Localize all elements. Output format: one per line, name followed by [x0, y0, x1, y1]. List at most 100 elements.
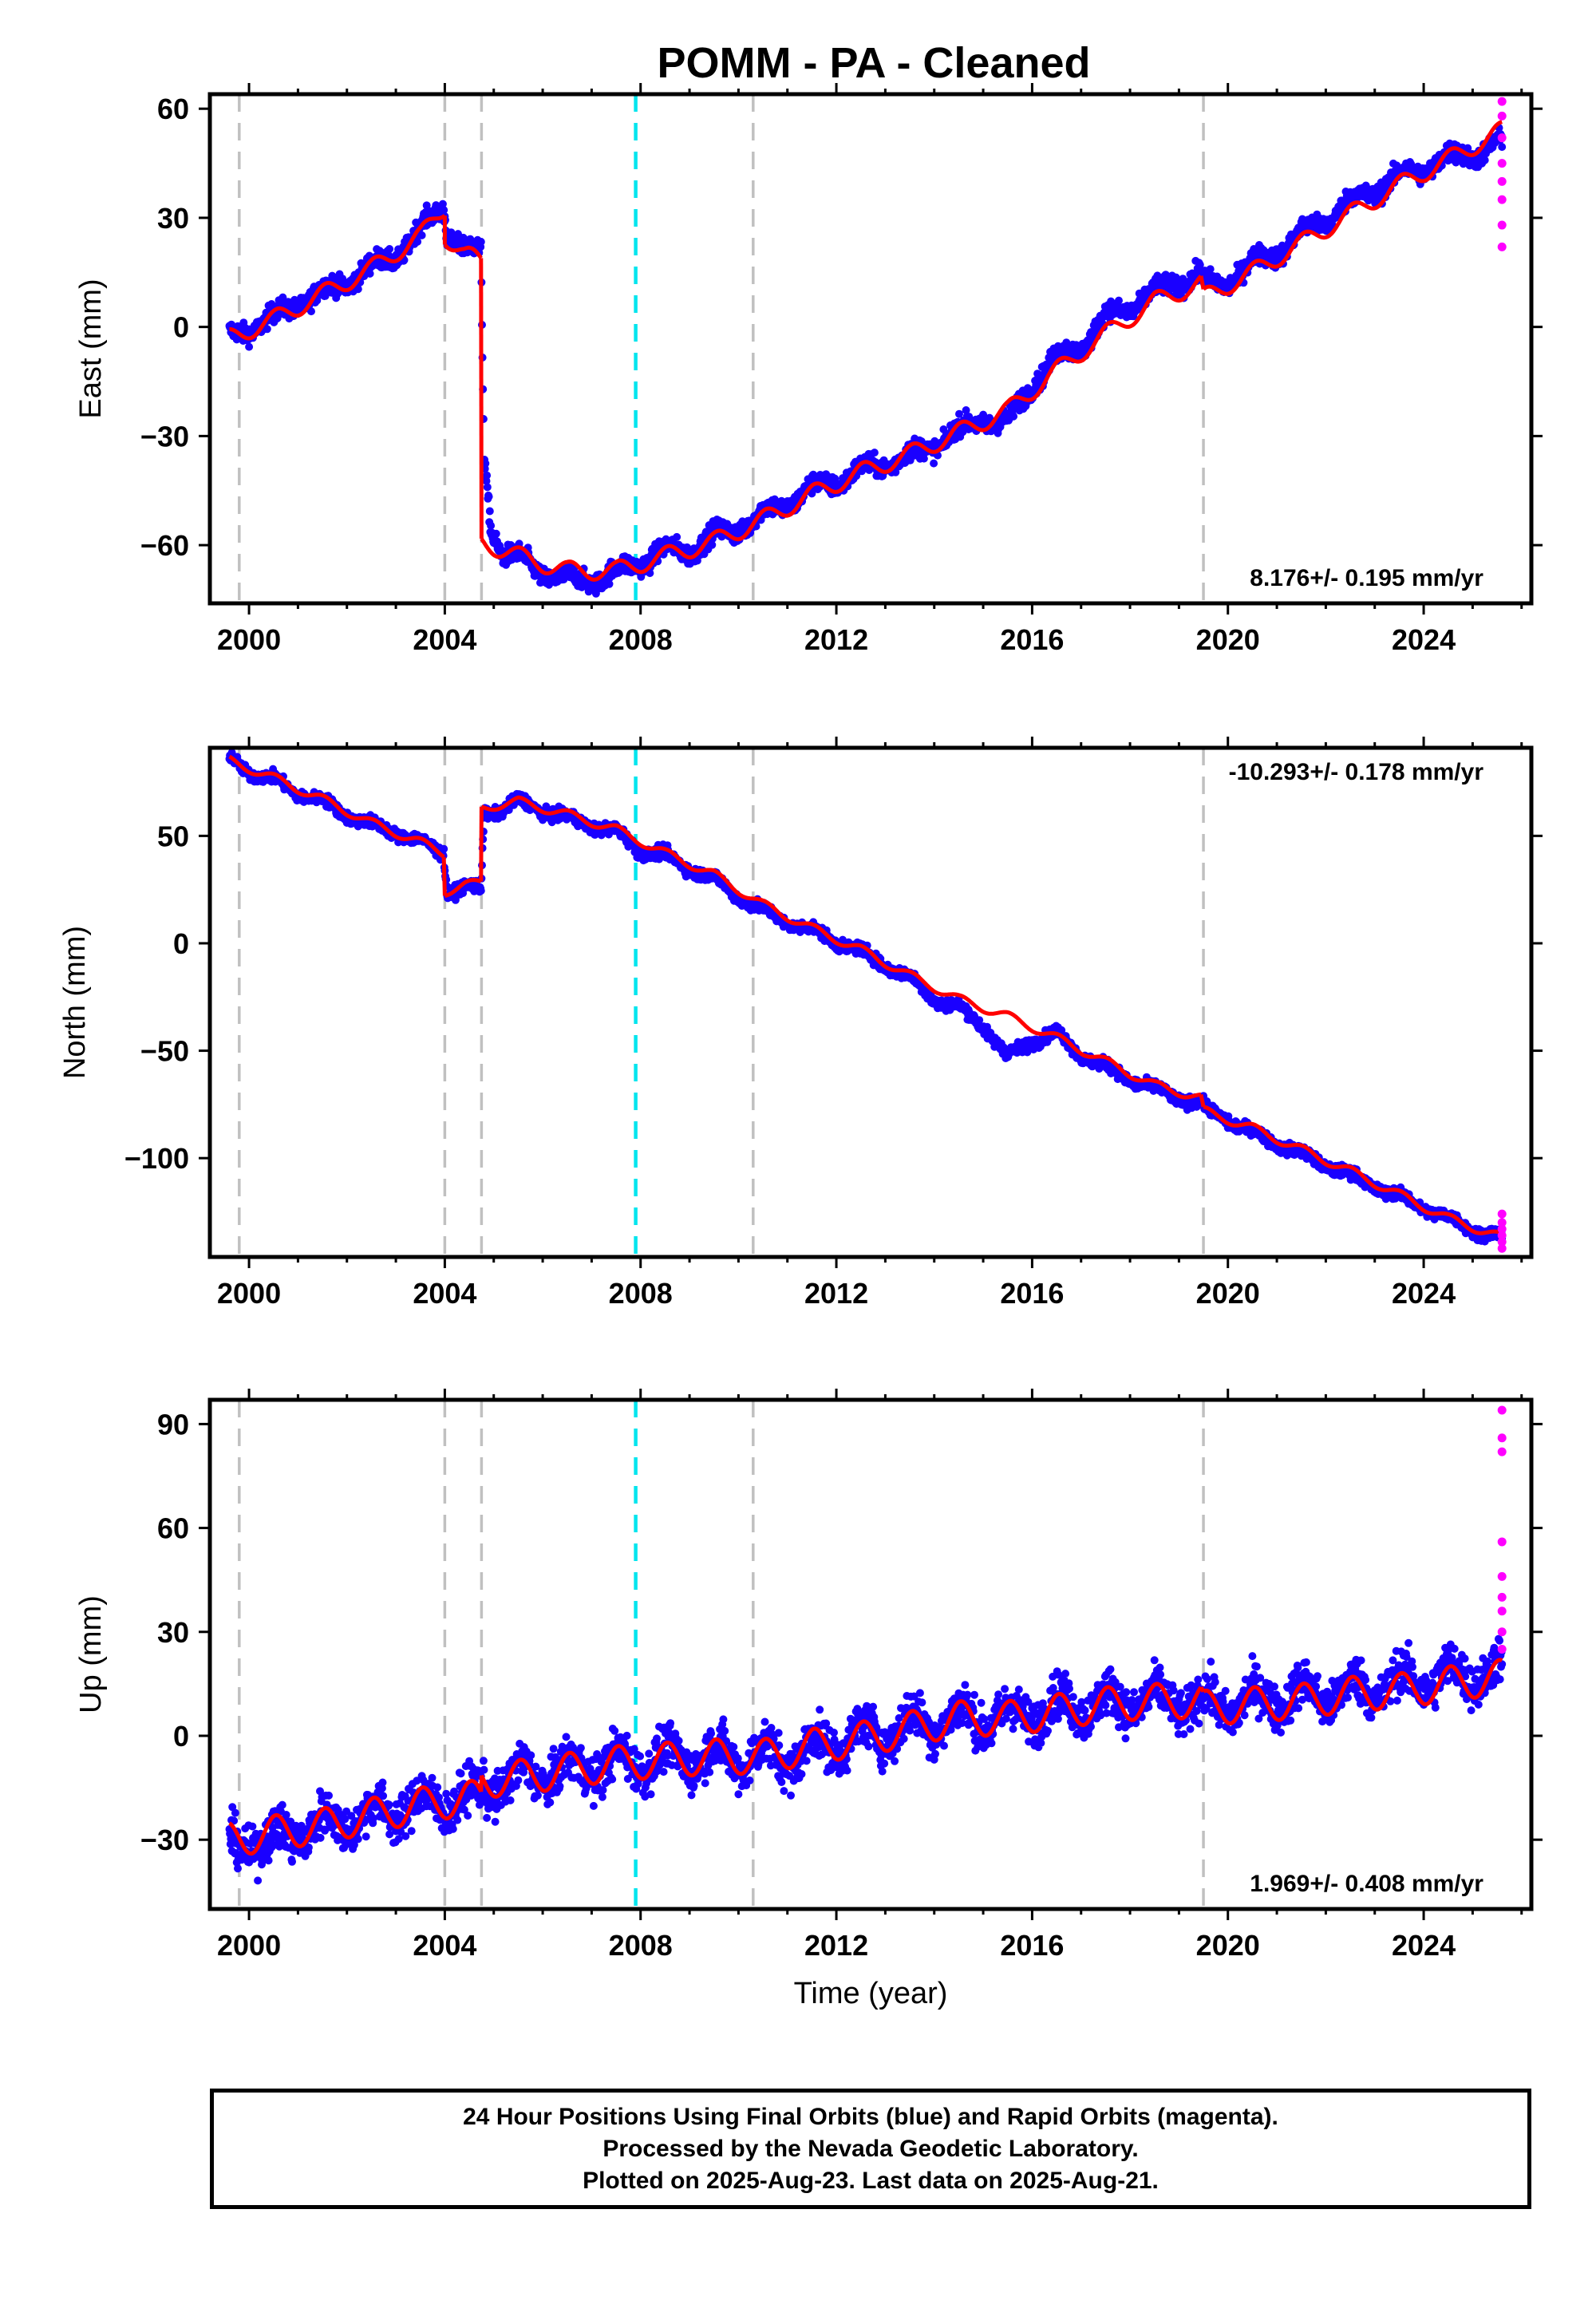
rapid-orbit-point — [1497, 1224, 1507, 1234]
model-line-segment — [1202, 1658, 1503, 1726]
plot-area-east — [225, 94, 1507, 603]
rapid-orbit-point — [1497, 133, 1507, 143]
model-offset-jump — [1199, 275, 1206, 290]
rapid-orbit-point — [1497, 159, 1507, 168]
y-tick-label: 30 — [157, 202, 189, 235]
rapid-orbit-point — [1497, 1537, 1507, 1547]
velocity-rate-label: -10.293+/- 0.178 mm/yr — [1229, 759, 1484, 785]
rapid-orbit-point — [1497, 220, 1507, 230]
y-tick-label: 90 — [157, 1408, 189, 1441]
y-tick-label: −30 — [140, 1824, 189, 1856]
panel-frame — [207, 1397, 1534, 1911]
x-tick-label: 2024 — [1392, 1929, 1456, 1962]
x-tick-label: 2004 — [413, 1277, 476, 1310]
model-line-segment — [228, 1785, 445, 1856]
x-tick-label: 2000 — [217, 623, 281, 656]
rapid-orbit-point — [1497, 1405, 1507, 1415]
y-tick-label: −60 — [140, 529, 189, 562]
model-offset-jump — [479, 1775, 484, 1792]
model-line-segment — [228, 754, 445, 859]
footer-line-2: Processed by the Nevada Geodetic Laborat… — [602, 2135, 1139, 2162]
rapid-orbit-points — [1497, 1405, 1507, 1654]
model-offset-jump — [479, 806, 484, 882]
panel-east: 2000 2004 2008 2012 2016 2020 2024 −60 −30 0 30 60 E… — [74, 83, 1543, 656]
x-tick-label: 2000 — [217, 1929, 281, 1962]
x-tick-label: 2020 — [1196, 1929, 1260, 1962]
rapid-orbit-point — [1497, 176, 1507, 186]
rapid-orbit-point — [1497, 111, 1507, 121]
rapid-orbit-point — [1497, 242, 1507, 251]
model-line-segment — [443, 1778, 484, 1821]
y-tick-label: 0 — [173, 311, 189, 344]
y-axis-label: East (mm) — [74, 279, 108, 418]
plot-area-north — [225, 748, 1507, 1257]
y-tick-label: 0 — [173, 927, 189, 960]
model-line-segment — [480, 275, 1203, 582]
chart-title: POMM - PA - Cleaned — [657, 39, 1090, 87]
model-line-segment — [1202, 120, 1503, 296]
x-tick-label: 2016 — [1000, 1929, 1064, 1962]
x-tick-label: 2004 — [413, 623, 476, 656]
panel-frame — [207, 745, 1534, 1259]
rapid-orbit-point — [1497, 1218, 1507, 1227]
velocity-rate-label: 1.969+/- 0.408 mm/yr — [1250, 1871, 1483, 1897]
y-tick-label: 50 — [157, 820, 189, 852]
rapid-orbit-point — [1497, 1644, 1507, 1654]
x-tick-label: 2024 — [1392, 623, 1456, 656]
rapid-orbit-point — [1497, 1607, 1507, 1616]
rapid-orbit-points — [1497, 1209, 1507, 1253]
x-tick-label: 2008 — [609, 1277, 673, 1310]
model-line-segment — [228, 214, 446, 341]
x-tick-label: 2008 — [609, 1929, 673, 1962]
x-tick-label: 2012 — [804, 1277, 868, 1310]
model-line-segment — [480, 1682, 1203, 1799]
x-tick-label: 2000 — [217, 1277, 281, 1310]
y-tick-label: 60 — [157, 93, 189, 125]
panel-north: 2000 2004 2008 2012 2016 2020 2024 −100 −50 0 50 No… — [58, 737, 1543, 1310]
panel-up: 2000 2004 2008 2012 2016 2020 2024 −30 0 30 60 90 Up… — [74, 1389, 1543, 2010]
rapid-orbit-point — [1497, 1209, 1507, 1219]
x-tick-label: 2012 — [804, 623, 868, 656]
model-line-segment — [443, 243, 483, 259]
model-line-segment — [1202, 1105, 1503, 1235]
rapid-orbit-point — [1497, 1571, 1507, 1581]
model-offset-jump — [479, 258, 484, 539]
y-tick-label: −30 — [140, 420, 189, 453]
y-tick-label: 30 — [157, 1616, 189, 1649]
x-tick-label: 2008 — [609, 623, 673, 656]
model-offset-jump — [1199, 1686, 1206, 1693]
rapid-orbit-point — [1497, 1592, 1507, 1602]
rapid-orbit-point — [1497, 1243, 1507, 1253]
x-tick-label: 2020 — [1196, 1277, 1260, 1310]
x-tick-label: 2024 — [1392, 1277, 1456, 1310]
y-tick-label: 0 — [173, 1720, 189, 1753]
plot-area-up — [225, 1400, 1507, 1909]
rapid-orbit-point — [1497, 1433, 1507, 1443]
x-axis-label: Time (year) — [794, 1977, 948, 2010]
x-tick-label: 2012 — [804, 1929, 868, 1962]
y-tick-label: 60 — [157, 1512, 189, 1545]
rapid-orbit-point — [1497, 97, 1507, 106]
rapid-orbit-point — [1497, 1231, 1507, 1240]
footer-line-3: Plotted on 2025-Aug-23. Last data on 202… — [583, 2167, 1159, 2194]
y-axis-label: North (mm) — [58, 926, 92, 1079]
y-axis-label: Up (mm) — [74, 1595, 108, 1713]
model-line-segment — [480, 795, 1203, 1100]
model-line-segment — [443, 878, 483, 898]
x-tick-label: 2016 — [1000, 623, 1064, 656]
x-tick-label: 2020 — [1196, 623, 1260, 656]
rapid-orbit-point — [1497, 1237, 1507, 1247]
x-tick-label: 2004 — [413, 1929, 476, 1962]
y-tick-label: −50 — [140, 1035, 189, 1068]
rapid-orbit-point — [1497, 1627, 1507, 1637]
velocity-rate-label: 8.176+/- 0.195 mm/yr — [1250, 565, 1483, 591]
rapid-orbit-points — [1497, 97, 1507, 251]
footer-info-box: 24 Hour Positions Using Final Orbits (bl… — [210, 2089, 1531, 2209]
y-tick-label: −100 — [124, 1142, 189, 1175]
rapid-orbit-point — [1497, 195, 1507, 204]
model-offset-jump — [1199, 1093, 1206, 1108]
x-tick-label: 2016 — [1000, 1277, 1064, 1310]
rapid-orbit-point — [1497, 1447, 1507, 1456]
panel-frame — [207, 92, 1534, 606]
